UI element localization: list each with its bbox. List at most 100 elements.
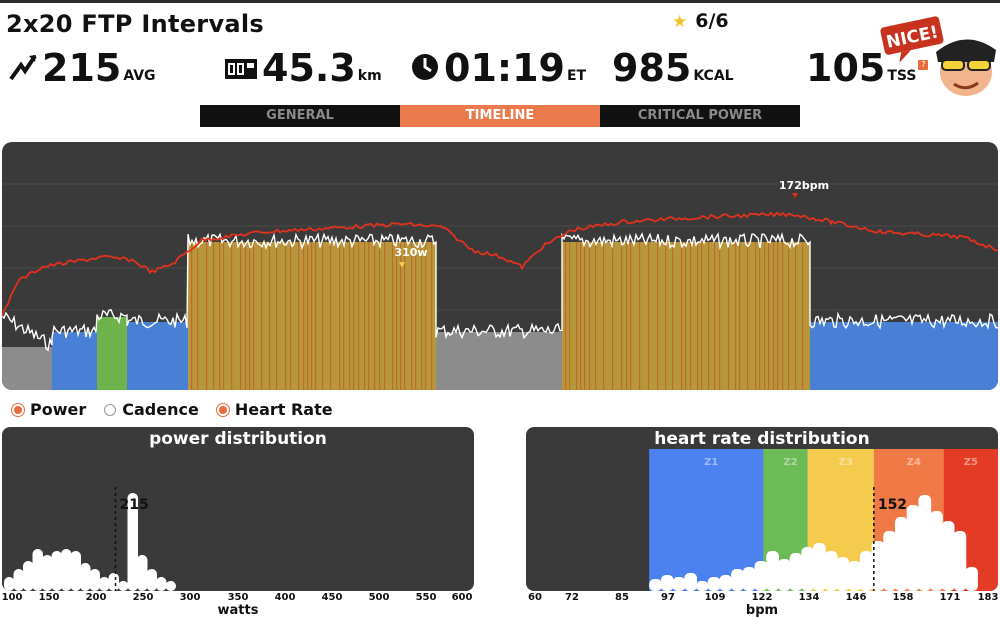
hr-tick: 60 [528, 592, 542, 603]
power-tick: 550 [415, 592, 437, 603]
power-distribution-svg: 215 [4, 487, 176, 591]
power-stripe [690, 242, 692, 390]
tab-general[interactable]: GENERAL [266, 108, 334, 123]
hr-dist-bar [649, 579, 662, 591]
power-axis-title: watts [217, 603, 259, 618]
power-stripe [276, 242, 278, 390]
hr-dist-bar [707, 577, 721, 591]
power-tick: 150 [38, 592, 60, 603]
power-stripe [249, 242, 251, 390]
tss-help-icon[interactable]: ? [918, 60, 929, 70]
hr-tick: 72 [565, 592, 579, 603]
timeline-chart[interactable]: 172bpm 310w [2, 142, 998, 390]
hr-dist-bar [742, 567, 756, 591]
power-stripe [368, 242, 370, 390]
stat-tss: 105 TSS ? [806, 46, 929, 90]
power-stripe [404, 242, 406, 390]
power-stripe [735, 242, 737, 390]
power-dist-bar [42, 555, 53, 591]
power-dist-bar [70, 551, 81, 591]
power-stripe [701, 242, 703, 390]
hr-dist-bar [930, 511, 943, 591]
power-dist-bar [137, 555, 148, 591]
power-stripe [657, 242, 659, 390]
power-dist-bar [108, 573, 119, 591]
hr-zone-band [649, 449, 774, 591]
hr-dist-bar [941, 521, 955, 591]
power-tick: 250 [132, 592, 154, 603]
power-stripe [764, 242, 766, 390]
hr-dist-bar [836, 557, 850, 591]
hr-distribution-panel: Z1 Z2 Z3 Z4 Z5 152 heart rate distribution [526, 427, 998, 591]
power-stripe [802, 242, 804, 390]
legend-power[interactable]: Power [12, 400, 86, 419]
power-tick: 200 [85, 592, 107, 603]
power-stripe [213, 242, 215, 390]
tss-value: 105 [806, 46, 886, 90]
timeline-svg: 172bpm 310w [2, 179, 998, 390]
power-stripe [343, 242, 345, 390]
hr-tick: 122 [751, 592, 773, 603]
tab-critical-power[interactable]: CRITICAL POWER [637, 108, 763, 123]
power-stripe [569, 242, 571, 390]
power-stripe [400, 242, 402, 390]
hr-tick: 134 [798, 592, 820, 603]
power-dist-bar [61, 549, 72, 591]
power-stripe [231, 242, 233, 390]
power-stripe [269, 242, 271, 390]
power-stripe [728, 242, 730, 390]
hr-tick: 171 [939, 592, 961, 603]
hr-dist-bar [895, 517, 908, 591]
legend-cadence[interactable]: Cadence [104, 400, 199, 419]
power-stripe [245, 242, 247, 390]
stat-power: 215 AVG [8, 48, 156, 88]
hr-tick: 85 [615, 592, 629, 603]
power-stripe [330, 242, 332, 390]
power-stripe [353, 242, 355, 390]
hr-tick: 146 [845, 592, 867, 603]
distance-value: 45.3 [262, 46, 356, 90]
star-rating: ★ 6/6 [672, 10, 729, 32]
power-dist-bar [146, 569, 157, 591]
power-stripe [322, 242, 324, 390]
power-stripe [777, 242, 779, 390]
power-stripe [374, 242, 376, 390]
power-stripe [261, 242, 263, 390]
power-toggle-icon [12, 403, 24, 416]
power-peak-marker [399, 262, 405, 268]
tab-bar: GENERAL TIMELINE CRITICAL POWER [200, 105, 800, 127]
power-stripe [415, 242, 417, 390]
power-stripe [219, 242, 221, 390]
hr-dist-bar [824, 551, 838, 591]
star-count: 6/6 [695, 10, 729, 32]
legend-heart-rate[interactable]: Heart Rate [216, 400, 333, 419]
power-stripe [612, 242, 614, 390]
hr-tick: 158 [892, 592, 914, 603]
power-stripe [589, 242, 591, 390]
power-stripe [639, 242, 641, 390]
power-stripe [364, 242, 366, 390]
power-unit: AVG [123, 68, 156, 84]
power-stripe [672, 242, 674, 390]
power-stripe [708, 242, 710, 390]
hr-distribution-title: heart rate distribution [654, 429, 870, 449]
power-value: 215 [42, 46, 122, 90]
power-stripe [285, 242, 287, 390]
power-stripe [719, 242, 721, 390]
power-tick: 100 [1, 592, 23, 603]
power-stripe [681, 242, 683, 390]
hr-dist-bar [789, 553, 803, 591]
hr-dist-bar [684, 573, 697, 591]
power-distribution-title: power distribution [149, 429, 327, 449]
power-stripe [782, 242, 784, 390]
power-stripe [755, 242, 757, 390]
power-stripe [626, 242, 628, 390]
power-stripe [739, 242, 741, 390]
power-stripe [584, 242, 586, 390]
power-dist-bar [13, 569, 24, 591]
power-stripe [603, 242, 605, 390]
tab-timeline[interactable]: TIMELINE [400, 105, 600, 127]
power-stripe [768, 242, 770, 390]
power-stripe [425, 242, 427, 390]
hr-dist-bar [766, 551, 779, 591]
